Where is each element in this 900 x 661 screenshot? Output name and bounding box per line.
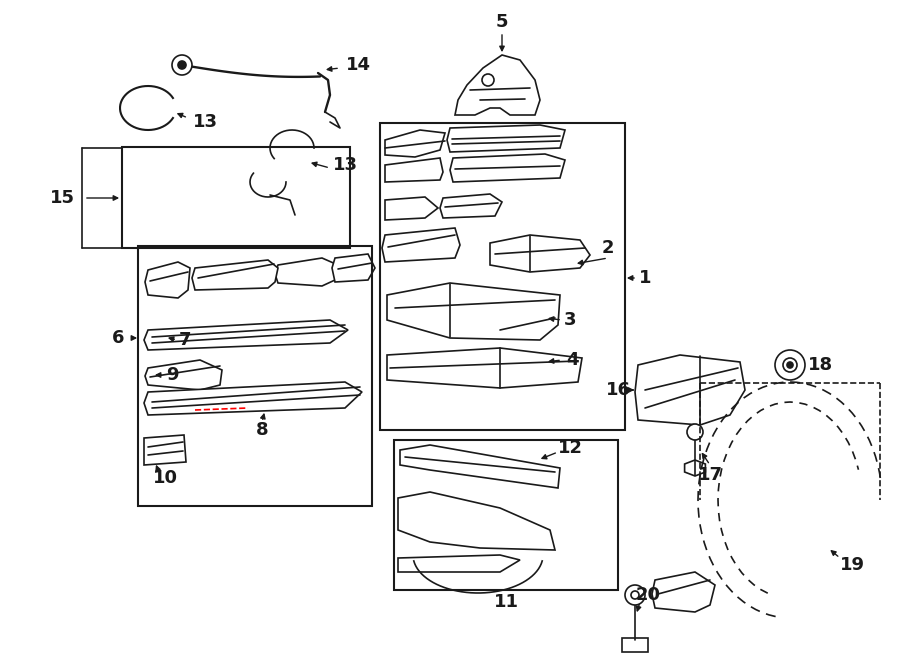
Polygon shape [385, 197, 438, 220]
Bar [138, 246, 372, 506]
Polygon shape [385, 158, 443, 182]
Polygon shape [400, 445, 560, 488]
Polygon shape [635, 355, 745, 425]
Circle shape [482, 74, 494, 86]
Text: 6: 6 [112, 329, 124, 347]
Polygon shape [440, 194, 502, 218]
Bar [380, 123, 625, 430]
Circle shape [625, 585, 645, 605]
Text: 4: 4 [566, 351, 578, 369]
Polygon shape [652, 572, 715, 612]
Polygon shape [144, 320, 348, 350]
Text: 5: 5 [496, 13, 508, 31]
Circle shape [783, 358, 797, 372]
Polygon shape [385, 130, 445, 157]
Circle shape [178, 61, 186, 69]
Polygon shape [275, 258, 338, 286]
Polygon shape [144, 435, 186, 465]
Polygon shape [685, 460, 706, 476]
Text: 12: 12 [557, 439, 582, 457]
Circle shape [687, 424, 703, 440]
Polygon shape [398, 555, 520, 572]
Text: 18: 18 [807, 356, 833, 374]
Bar [394, 440, 618, 590]
Text: 16: 16 [606, 381, 631, 399]
Bar [122, 147, 350, 248]
Text: 7: 7 [179, 331, 191, 349]
Circle shape [172, 55, 192, 75]
Circle shape [631, 591, 639, 599]
Text: 9: 9 [166, 366, 178, 384]
Text: 10: 10 [152, 469, 177, 487]
Text: 13: 13 [193, 113, 218, 131]
Polygon shape [192, 260, 278, 290]
Text: 13: 13 [332, 156, 357, 174]
Polygon shape [387, 283, 560, 340]
Polygon shape [398, 492, 555, 550]
Circle shape [787, 362, 793, 368]
Text: 1: 1 [639, 269, 652, 287]
Text: 14: 14 [346, 56, 371, 74]
Polygon shape [447, 125, 565, 152]
Text: 17: 17 [698, 466, 723, 484]
Polygon shape [144, 382, 362, 415]
Polygon shape [455, 55, 540, 115]
Text: 19: 19 [840, 556, 865, 574]
Polygon shape [145, 360, 222, 390]
Polygon shape [387, 348, 582, 388]
Circle shape [775, 350, 805, 380]
Text: 20: 20 [635, 586, 661, 604]
Text: 15: 15 [50, 189, 75, 207]
Polygon shape [450, 154, 565, 182]
Polygon shape [145, 262, 190, 298]
Polygon shape [490, 235, 590, 272]
Polygon shape [622, 638, 648, 652]
Text: 2: 2 [602, 239, 614, 257]
Text: 3: 3 [563, 311, 576, 329]
Text: 8: 8 [256, 421, 268, 439]
Polygon shape [382, 228, 460, 262]
Text: 11: 11 [493, 593, 518, 611]
Polygon shape [332, 254, 375, 282]
